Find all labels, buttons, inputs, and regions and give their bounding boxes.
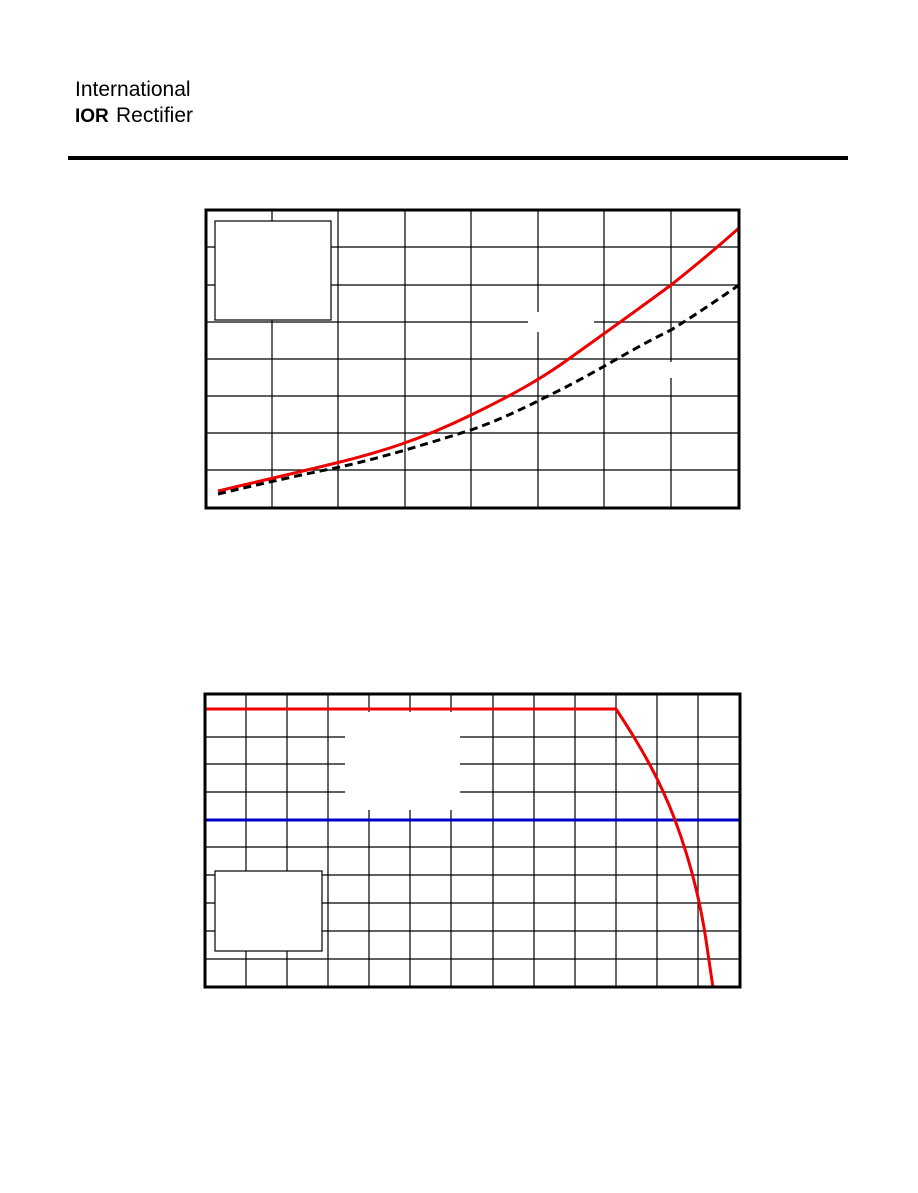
company-name: International	[75, 78, 191, 101]
label-gap	[345, 712, 460, 810]
legend-box	[214, 220, 332, 321]
chart-frame	[204, 208, 741, 510]
chart-grid	[206, 210, 739, 508]
label-gap	[528, 312, 594, 332]
label-gap	[660, 362, 682, 378]
header-rule	[68, 156, 848, 160]
curve	[217, 283, 740, 496]
legend-box	[214, 870, 323, 952]
chart-frame	[203, 692, 742, 989]
logo-mark: IOR	[75, 106, 109, 127]
curve	[205, 707, 715, 988]
company-name: Rectifier	[116, 104, 193, 127]
curve	[217, 226, 741, 493]
